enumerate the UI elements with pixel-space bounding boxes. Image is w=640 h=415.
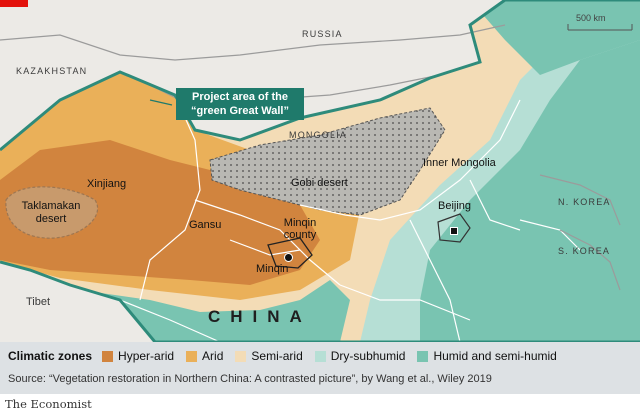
province-borders xyxy=(119,94,581,342)
legend-label-dry-subhumid: Dry-subhumid xyxy=(330,349,406,363)
label-taklamakan-desert: Taklamakan desert xyxy=(21,200,81,225)
legend-label-arid: Arid xyxy=(202,349,224,363)
zone-humid-east xyxy=(420,40,640,342)
minqin-marker xyxy=(284,253,293,262)
footer: The Economist xyxy=(0,394,640,415)
label-tibet: Tibet xyxy=(26,296,51,308)
label-beijing: Beijing xyxy=(438,200,472,212)
swatch-semi-arid xyxy=(235,350,247,362)
brand-mark xyxy=(0,0,28,7)
legend-row: Climatic zones Hyper-arid Arid Semi-arid… xyxy=(8,348,569,364)
swatch-hyper-arid xyxy=(102,350,114,362)
scale-bar xyxy=(567,24,633,31)
map-canvas xyxy=(0,0,640,342)
legend-title: Climatic zones xyxy=(8,349,93,363)
zone-hyper-arid xyxy=(0,140,320,285)
label-n-korea: N. KOREA xyxy=(558,197,611,207)
label-xinjiang: Xinjiang xyxy=(87,178,127,190)
label-mongolia: MONGOLIA xyxy=(289,130,348,140)
beijing-boundary xyxy=(437,213,471,243)
legend-item-dry-subhumid: Dry-subhumid xyxy=(314,349,406,363)
label-s-korea: S. KOREA xyxy=(558,246,611,256)
label-gansu: Gansu xyxy=(189,219,222,231)
legend-item-hyper-arid: Hyper-arid xyxy=(102,349,174,363)
swatch-arid xyxy=(186,350,198,362)
zone-humid-north xyxy=(470,0,640,75)
legend-label-humid: Humid and semi-humid xyxy=(433,349,557,363)
label-minqin: Minqin xyxy=(256,263,289,275)
legend-item-humid: Humid and semi-humid xyxy=(417,349,557,363)
swatch-dry-subhumid xyxy=(314,350,326,362)
taklamakan-desert-area xyxy=(5,186,99,239)
label-minqin-county: Minqin county xyxy=(283,217,317,241)
project-area-callout: Project area of the “green Great Wall” xyxy=(176,88,304,120)
source-note: Source: “Vegetation restoration in North… xyxy=(8,373,492,385)
label-gobi-desert: Gobi desert xyxy=(291,177,348,189)
minqin-county-boundary xyxy=(267,237,313,269)
legend-item-semi-arid: Semi-arid xyxy=(235,349,303,363)
legend-label-hyper-arid: Hyper-arid xyxy=(118,349,175,363)
gobi-desert-outline xyxy=(209,107,446,216)
beijing-marker xyxy=(450,227,458,235)
legend-item-arid: Arid xyxy=(186,349,223,363)
label-russia: RUSSIA xyxy=(302,29,343,39)
legend-label-semi-arid: Semi-arid xyxy=(251,349,303,363)
brand-name: The Economist xyxy=(5,397,92,411)
callout-leader xyxy=(149,99,173,106)
legend-panel: Climatic zones Hyper-arid Arid Semi-arid… xyxy=(0,342,640,394)
scale-bar-label: 500 km xyxy=(576,13,606,23)
swatch-humid xyxy=(417,350,429,362)
label-inner-mongolia: Inner Mongolia xyxy=(423,157,496,169)
label-kazakhstan: KAZAKHSTAN xyxy=(16,66,88,76)
label-china: CHINA xyxy=(208,307,312,326)
